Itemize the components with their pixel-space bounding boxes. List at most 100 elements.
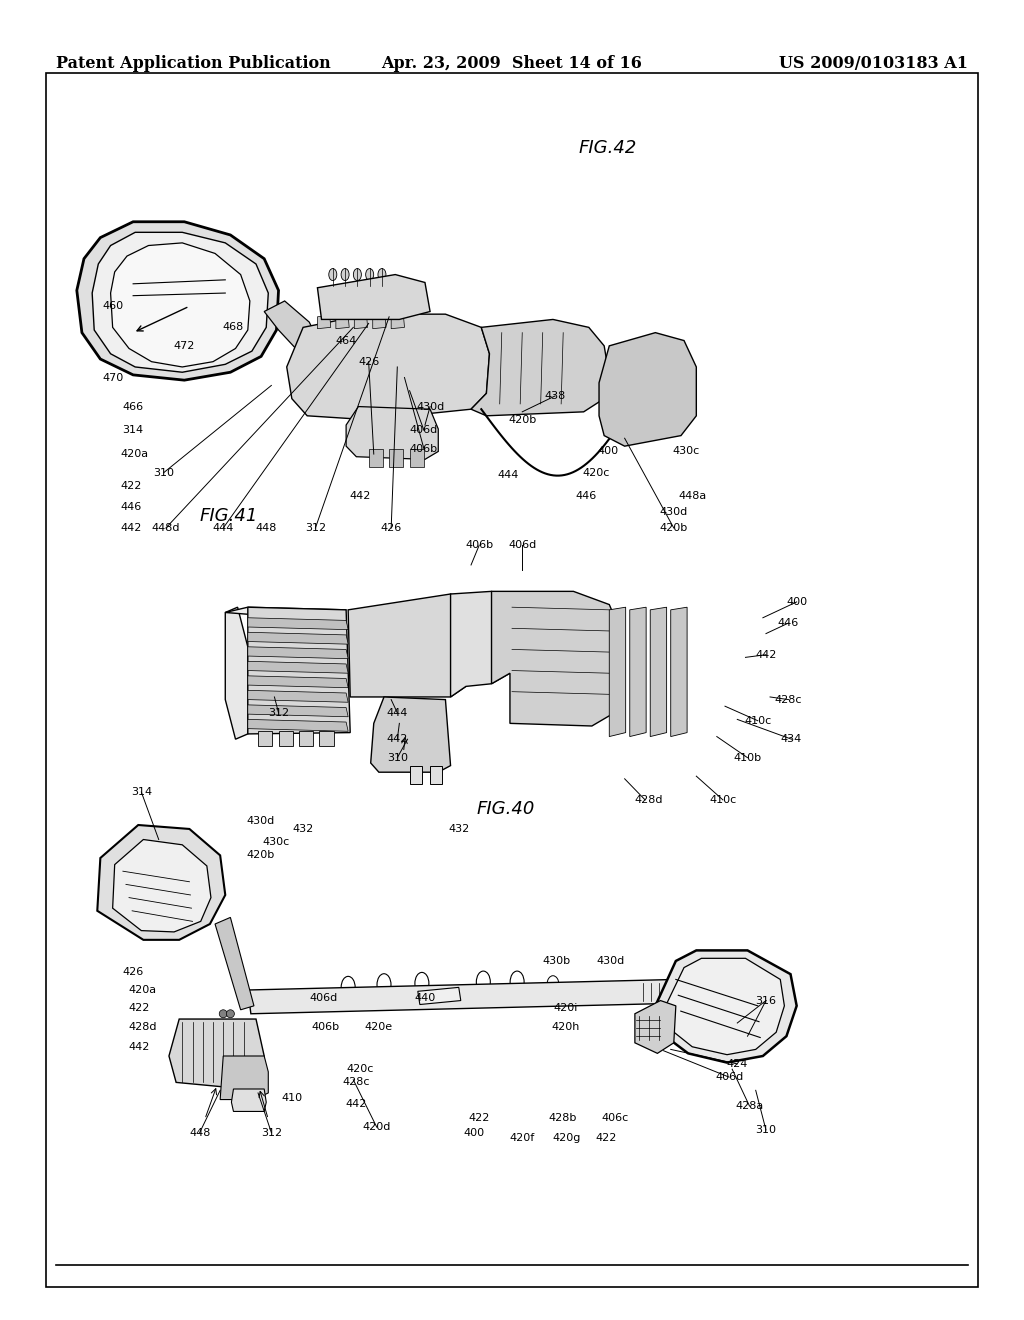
Text: 426: 426 <box>358 356 379 367</box>
Text: 422: 422 <box>469 1113 489 1123</box>
Polygon shape <box>113 840 211 932</box>
Text: 442: 442 <box>346 1098 367 1109</box>
Text: 428c: 428c <box>775 694 802 705</box>
Polygon shape <box>430 766 442 784</box>
Text: 420c: 420c <box>583 467 609 478</box>
Polygon shape <box>248 979 679 1014</box>
Text: 430d: 430d <box>246 816 274 826</box>
Polygon shape <box>225 607 346 620</box>
Text: 442: 442 <box>121 523 142 533</box>
Text: 470: 470 <box>102 372 123 383</box>
Text: 448: 448 <box>256 523 276 533</box>
Text: FIG.41: FIG.41 <box>200 507 258 525</box>
Text: 410: 410 <box>282 1093 302 1104</box>
Polygon shape <box>371 697 451 772</box>
Text: 444: 444 <box>213 523 233 533</box>
Polygon shape <box>97 825 225 940</box>
Ellipse shape <box>366 268 374 281</box>
Text: 420e: 420e <box>365 1022 393 1032</box>
Text: 444: 444 <box>387 708 408 718</box>
Text: 446: 446 <box>778 618 799 628</box>
Text: 312: 312 <box>261 1127 282 1138</box>
Text: 442: 442 <box>128 1041 150 1052</box>
Polygon shape <box>258 731 272 746</box>
Bar <box>637 982 667 1001</box>
Polygon shape <box>630 607 646 737</box>
Text: 420i: 420i <box>553 1003 578 1014</box>
Text: 406b: 406b <box>311 1022 340 1032</box>
Text: 464: 464 <box>336 335 356 346</box>
Polygon shape <box>346 407 438 459</box>
Polygon shape <box>248 618 348 630</box>
Text: 312: 312 <box>268 708 289 718</box>
Text: 420a: 420a <box>121 449 148 459</box>
Polygon shape <box>373 315 386 329</box>
Text: 420g: 420g <box>552 1133 581 1143</box>
Polygon shape <box>92 232 268 372</box>
Text: 430d: 430d <box>596 956 625 966</box>
Polygon shape <box>348 594 466 697</box>
Polygon shape <box>77 222 279 380</box>
Text: 430d: 430d <box>416 401 444 412</box>
Polygon shape <box>492 591 620 726</box>
Text: 310: 310 <box>756 1125 776 1135</box>
Text: 430b: 430b <box>542 956 570 966</box>
Text: 428b: 428b <box>548 1113 577 1123</box>
Text: 460: 460 <box>102 301 124 312</box>
Polygon shape <box>451 591 510 697</box>
Text: 430d: 430d <box>659 507 688 517</box>
Ellipse shape <box>329 268 337 281</box>
Text: 406d: 406d <box>410 425 438 436</box>
Circle shape <box>219 1010 227 1018</box>
Text: 440: 440 <box>415 993 435 1003</box>
Ellipse shape <box>353 268 361 281</box>
Ellipse shape <box>378 268 386 281</box>
Text: Patent Application Publication: Patent Application Publication <box>56 55 331 73</box>
Text: 314: 314 <box>123 425 143 436</box>
Text: 430c: 430c <box>263 837 290 847</box>
Text: 400: 400 <box>598 446 618 457</box>
Text: Apr. 23, 2009  Sheet 14 of 16: Apr. 23, 2009 Sheet 14 of 16 <box>382 55 642 73</box>
Polygon shape <box>248 607 350 734</box>
Polygon shape <box>248 647 348 659</box>
Polygon shape <box>418 987 461 1005</box>
Text: 406c: 406c <box>602 1113 629 1123</box>
Polygon shape <box>317 315 331 329</box>
Text: 406d: 406d <box>309 993 338 1003</box>
Text: 420c: 420c <box>347 1064 374 1074</box>
Text: 466: 466 <box>123 401 143 412</box>
Text: 430c: 430c <box>673 446 699 457</box>
Text: 448d: 448d <box>152 523 180 533</box>
Text: 420h: 420h <box>551 1022 580 1032</box>
Polygon shape <box>264 301 319 354</box>
Polygon shape <box>391 315 404 329</box>
Text: 406d: 406d <box>508 540 537 550</box>
Polygon shape <box>215 917 254 1010</box>
Polygon shape <box>671 607 687 737</box>
Text: 444: 444 <box>498 470 518 480</box>
Ellipse shape <box>341 268 349 281</box>
Polygon shape <box>220 1056 268 1100</box>
Polygon shape <box>248 719 348 731</box>
Text: 428a: 428a <box>735 1101 764 1111</box>
Polygon shape <box>169 1019 264 1089</box>
Polygon shape <box>336 315 349 329</box>
Text: 410c: 410c <box>710 795 736 805</box>
Text: 422: 422 <box>596 1133 616 1143</box>
Text: 446: 446 <box>575 491 596 502</box>
Polygon shape <box>248 690 348 702</box>
Text: 446: 446 <box>121 502 142 512</box>
Polygon shape <box>231 1089 266 1111</box>
Text: 406d: 406d <box>715 1072 743 1082</box>
Polygon shape <box>666 958 784 1055</box>
Polygon shape <box>279 731 293 746</box>
Polygon shape <box>599 333 696 446</box>
Polygon shape <box>248 661 348 673</box>
Polygon shape <box>410 766 422 784</box>
Polygon shape <box>111 243 250 367</box>
Polygon shape <box>369 449 383 467</box>
Polygon shape <box>287 314 489 420</box>
Text: 468: 468 <box>223 322 244 333</box>
Text: 312: 312 <box>305 523 326 533</box>
Text: 422: 422 <box>128 1003 150 1014</box>
